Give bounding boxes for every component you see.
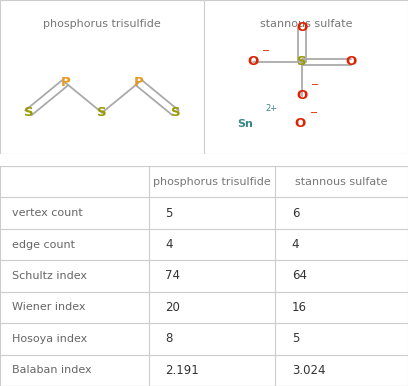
Text: 8: 8 [165,332,173,345]
Text: 74: 74 [165,269,180,283]
Text: vertex count: vertex count [12,208,83,218]
Text: 4: 4 [165,238,173,251]
Text: 6: 6 [292,207,299,220]
Text: phosphorus trisulfide: phosphorus trisulfide [153,177,271,187]
Text: S: S [297,55,307,68]
Text: −: − [311,80,319,90]
Text: O: O [247,55,259,68]
Text: 5: 5 [292,332,299,345]
Text: Balaban index: Balaban index [12,365,92,375]
Text: stannous sulfate: stannous sulfate [295,177,388,187]
Text: 16: 16 [292,301,307,314]
Text: Sn: Sn [237,119,253,129]
Text: 4: 4 [292,238,299,251]
Text: O: O [296,89,308,102]
Text: 2+: 2+ [265,104,277,113]
Text: edge count: edge count [12,240,75,250]
Text: Wiener index: Wiener index [12,302,86,312]
Text: −: − [262,46,270,56]
Text: P: P [134,76,144,89]
Text: O: O [294,117,306,130]
Text: O: O [296,21,308,34]
Text: −: − [310,108,318,118]
Text: phosphorus trisulfide: phosphorus trisulfide [43,19,161,29]
Text: S: S [97,106,107,119]
Text: 20: 20 [165,301,180,314]
Text: Schultz index: Schultz index [12,271,87,281]
Text: S: S [24,106,33,119]
Text: stannous sulfate: stannous sulfate [260,19,352,29]
Text: 5: 5 [165,207,173,220]
Text: 2.191: 2.191 [165,364,199,377]
Text: 64: 64 [292,269,307,283]
Text: O: O [345,55,357,68]
Text: Hosoya index: Hosoya index [12,334,87,344]
Text: P: P [60,76,70,89]
Text: 3.024: 3.024 [292,364,325,377]
Text: S: S [171,106,180,119]
